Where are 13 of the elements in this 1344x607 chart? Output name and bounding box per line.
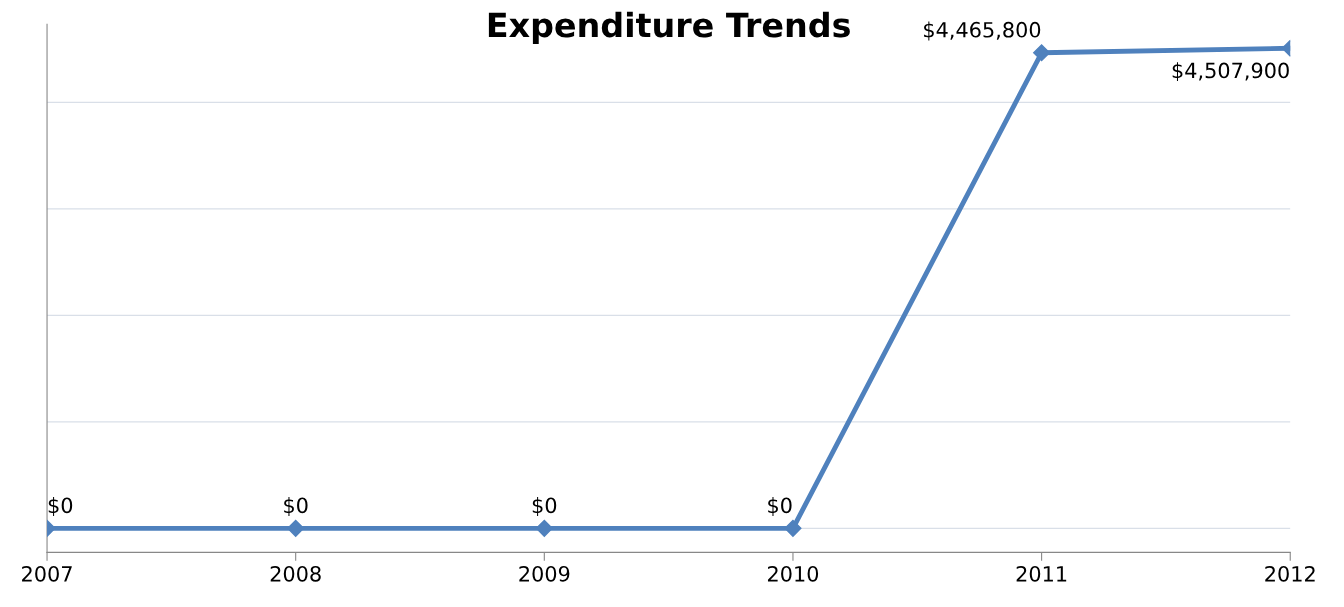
data-label: $4,465,800 xyxy=(924,21,1041,41)
data-label: $0 xyxy=(48,497,73,516)
x-tick-label: 2010 xyxy=(767,565,819,582)
x-tick-label: 2008 xyxy=(270,565,321,582)
x-tick-label: 2011 xyxy=(1016,565,1067,582)
data-label: $4,507,900 xyxy=(1172,62,1289,82)
x-tick-label: 2007 xyxy=(22,565,72,582)
data-label: $0 xyxy=(532,497,557,516)
chart-title: Expenditure Trends xyxy=(488,11,850,44)
data-label: $0 xyxy=(284,497,308,516)
data-label: $0 xyxy=(768,497,792,516)
x-tick-label: 2012 xyxy=(1265,565,1315,582)
x-tick-label: 2009 xyxy=(519,565,570,582)
